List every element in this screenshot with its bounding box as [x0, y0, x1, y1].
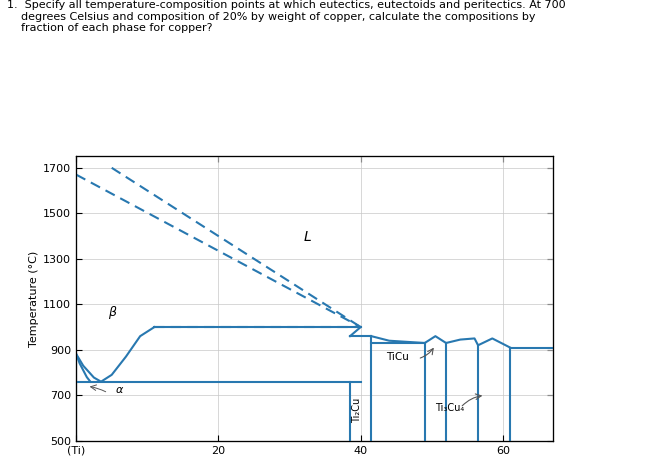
Y-axis label: Temperature (°C): Temperature (°C)	[29, 250, 39, 347]
Text: (Ti): (Ti)	[67, 446, 85, 456]
Text: Ti₃Cu₄: Ti₃Cu₄	[436, 403, 465, 413]
Text: L: L	[304, 229, 312, 244]
Text: 1.  Specify all temperature-composition points at which eutectics, eutectoids an: 1. Specify all temperature-composition p…	[7, 0, 565, 33]
Text: α: α	[115, 385, 122, 395]
Text: Ti₂Cu: Ti₂Cu	[352, 397, 362, 423]
Text: β: β	[108, 306, 116, 319]
Text: TiCu: TiCu	[385, 352, 408, 362]
